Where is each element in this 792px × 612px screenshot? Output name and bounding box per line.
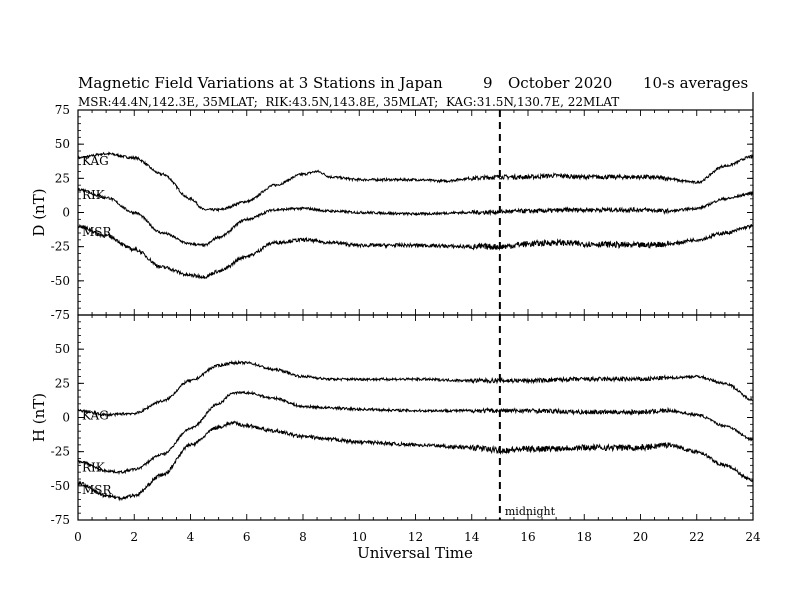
series-line-msr [78,420,753,502]
y-axis-title: D (nT) [30,188,48,236]
x-axis-title: Universal Time [357,544,473,562]
series-line-rik [78,390,753,476]
y-tick-label: 0 [62,411,70,425]
y-tick-label: -50 [51,479,70,493]
panel-h: 50 25 0 -25 -50 -75 H (nT) KAG RIK MSR [30,314,754,527]
x-tick-label: 0 [74,530,82,544]
panel-d: 75 50 25 0 -25 -50 -75 D (nT) KAG RIK MSR [30,103,754,322]
chart-date-day: 9 [483,74,493,92]
series-label-kag: KAG [82,409,109,423]
x-tick-label: 6 [243,530,251,544]
series-line-kag [78,151,753,213]
x-tick-label: 22 [689,530,704,544]
y-axis-title: H (nT) [30,393,48,442]
series-line-kag [78,359,753,418]
x-axis: 0 2 4 6 8 10 12 14 16 18 20 22 24 [74,92,761,544]
x-tick-label: 16 [520,530,535,544]
y-tick-label: -75 [51,308,70,322]
y-tick-label: -50 [51,274,70,288]
x-tick-label: 2 [130,530,138,544]
x-tick-label: 24 [745,530,761,544]
x-tick-label: 4 [187,530,195,544]
x-tick-label: 10 [352,530,367,544]
y-tick-label: 75 [55,103,70,117]
chart-averaging: 10-s averages [643,74,748,92]
y-tick-label: 0 [62,206,70,220]
series-label-kag: KAG [82,154,109,168]
y-tick-label: 50 [55,342,70,356]
x-tick-label: 8 [299,530,307,544]
station-info: MSR:44.4N,142.3E, 35MLAT; RIK:43.5N,143.… [78,95,619,109]
x-tick-label: 18 [577,530,592,544]
y-tick-label: 50 [55,137,70,151]
series-label-msr: MSR [82,225,113,239]
y-tick-label: 25 [55,376,70,390]
series-line-rik [78,187,753,248]
y-tick-label: -25 [51,240,70,254]
x-tick-label: 12 [408,530,423,544]
y-tick-label: -25 [51,445,70,459]
panel-frame [77,314,754,521]
chart-title: Magnetic Field Variations at 3 Stations … [78,74,443,92]
series-label-rik: RIK [82,460,106,474]
y-tick-label: -75 [51,513,70,527]
series-label-rik: RIK [82,188,106,202]
x-tick-label: 14 [464,530,480,544]
chart-date: October 2020 [508,74,612,92]
series-line-msr [78,223,753,280]
midnight-label: midnight [505,505,556,518]
series-label-msr: MSR [82,483,113,497]
x-tick-label: 20 [633,530,648,544]
y-tick-label: 25 [55,171,70,185]
